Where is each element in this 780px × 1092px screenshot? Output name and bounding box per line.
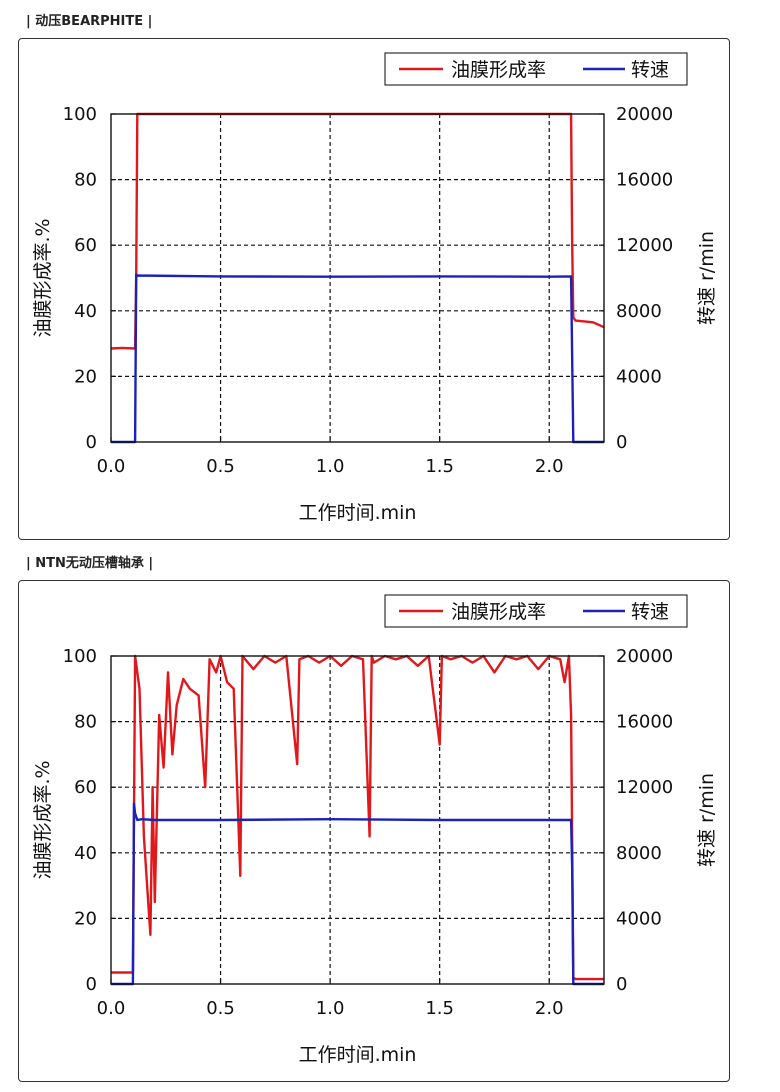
series-line-speed [111,273,604,444]
y-tick-label: 0 [86,432,97,453]
y2-axis-label: 转速 r/min [696,231,718,325]
y-tick-label: 40 [74,843,97,864]
x-tick-label: 2.0 [535,998,564,1019]
x-tick-label: 1.5 [425,456,454,477]
series-line-film-rate [110,112,605,350]
series-line-film-rate [111,654,604,981]
chart-panel-ntn: 0.0 0.5 1.0 1.5 2.0 0 20 40 60 80 100 0 4000 8000 1200… [18,580,730,1082]
x-tick-label: 0.0 [97,456,126,477]
chart-panel-bearphite: 0.0 0.5 1.0 1.5 2.0 0 20 40 60 80 100 0 4000 8000 1200… [18,38,730,540]
y-tick-label: 60 [74,777,97,798]
legend-label-film-rate: 油膜形成率 [451,59,546,81]
y2-tick-label: 8000 [616,301,662,322]
y2-tick-label: 20000 [616,104,673,125]
x-tick-label: 0.5 [206,456,235,477]
y-tick-label: 20 [74,366,97,387]
x-tick-label: 1.5 [425,998,454,1019]
y-tick-label: 0 [86,974,97,995]
y2-tick-label: 0 [616,432,627,453]
y2-tick-label: 20000 [616,646,673,667]
x-axis-label: 工作时间.min [299,1044,417,1066]
y2-tick-label: 12000 [616,777,673,798]
legend-label-film-rate: 油膜形成率 [451,601,546,623]
y2-tick-label: 4000 [616,366,662,387]
y2-tick-label: 8000 [616,843,662,864]
y-tick-label: 100 [63,104,97,125]
x-tick-label: 1.0 [316,456,345,477]
y-tick-label: 60 [74,235,97,256]
y2-tick-label: 16000 [616,170,673,191]
section-label-bearphite: | 动压BEARPHITE | [26,14,153,29]
x-axis-label: 工作时间.min [299,502,417,524]
section-label-ntn: | NTN无动压槽轴承 | [26,556,154,571]
x-tick-label: 1.0 [316,998,345,1019]
x-tick-label: 2.0 [535,456,564,477]
y2-tick-label: 12000 [616,235,673,256]
y2-tick-label: 4000 [616,908,662,929]
y-tick-label: 20 [74,908,97,929]
y-axis-label: 油膜形成率.% [32,218,54,337]
y-tick-label: 80 [74,170,97,191]
x-tick-label: 0.0 [97,998,126,1019]
y-tick-label: 100 [63,646,97,667]
y-tick-label: 40 [74,301,97,322]
y2-axis-label: 转速 r/min [696,773,718,867]
legend-label-speed: 转速 [631,59,669,81]
x-tick-label: 0.5 [206,998,235,1019]
y2-tick-label: 16000 [616,712,673,733]
y-axis-label: 油膜形成率.% [32,760,54,879]
legend-label-speed: 转速 [631,601,669,623]
chart-bearphite: 0.0 0.5 1.0 1.5 2.0 0 20 40 60 80 100 0 4000 8000 1200… [32,52,718,524]
series-line-speed [111,802,604,986]
y2-tick-label: 0 [616,974,627,995]
y-tick-label: 80 [74,712,97,733]
plot-frame [110,113,605,443]
chart-ntn: 0.0 0.5 1.0 1.5 2.0 0 20 40 60 80 100 0 4000 8000 1200… [32,594,718,1066]
plot-frame [110,655,605,985]
